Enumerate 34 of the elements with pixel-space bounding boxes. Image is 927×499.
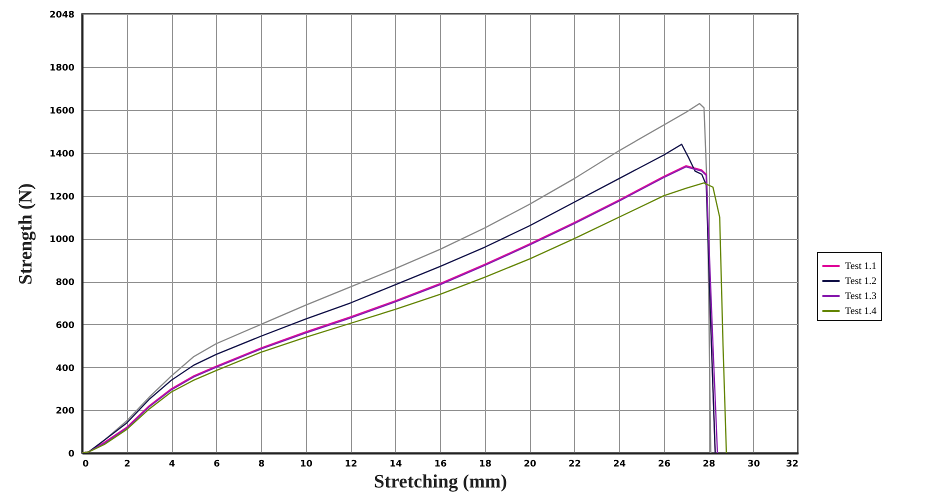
x-tick-label: 4 [168, 460, 176, 470]
x-tick-label: 0 [82, 460, 89, 470]
x-tick-label: 20 [524, 460, 536, 470]
x-tick-label: 28 [702, 460, 716, 470]
y-tick-label: 1400 [49, 149, 74, 160]
y-axis-title: Strength (N) [15, 183, 36, 285]
x-tick-label: 6 [214, 460, 220, 470]
legend-label: Test 1.2 [845, 276, 877, 287]
y-tick-label: 600 [56, 320, 74, 331]
x-tick-label: 26 [658, 460, 671, 470]
x-axis-title: Stretching (mm) [374, 472, 508, 492]
y-tick-label: 800 [56, 278, 74, 288]
x-tick-label: 16 [434, 460, 447, 470]
y-tick-label: 200 [56, 406, 74, 417]
y-tick-label: 0 [68, 450, 74, 460]
x-tick-label: 24 [613, 460, 626, 470]
x-tick-label: 14 [389, 460, 402, 470]
y-tick-label: 1000 [49, 235, 74, 246]
legend-label: Test 1.1 [845, 261, 877, 272]
legend-label: Test 1.4 [845, 306, 877, 317]
y-tick-label: 2048 [49, 10, 74, 20]
x-tick-label: 12 [344, 460, 358, 470]
y-tick-label: 1800 [49, 64, 74, 74]
x-tick-label: 18 [478, 460, 492, 470]
y-tick-label: 1200 [49, 192, 74, 202]
x-tick-label: 30 [747, 460, 760, 470]
y-tick-label: 1600 [49, 106, 74, 117]
legend-label: Test 1.3 [845, 291, 877, 302]
x-tick-label: 22 [568, 460, 582, 470]
x-tick-label: 10 [300, 460, 313, 470]
x-tick-label: 2 [124, 460, 130, 470]
y-tick-label: 400 [56, 364, 74, 374]
x-tick-label: 8 [258, 460, 265, 470]
x-tick-label: 32 [786, 460, 798, 470]
